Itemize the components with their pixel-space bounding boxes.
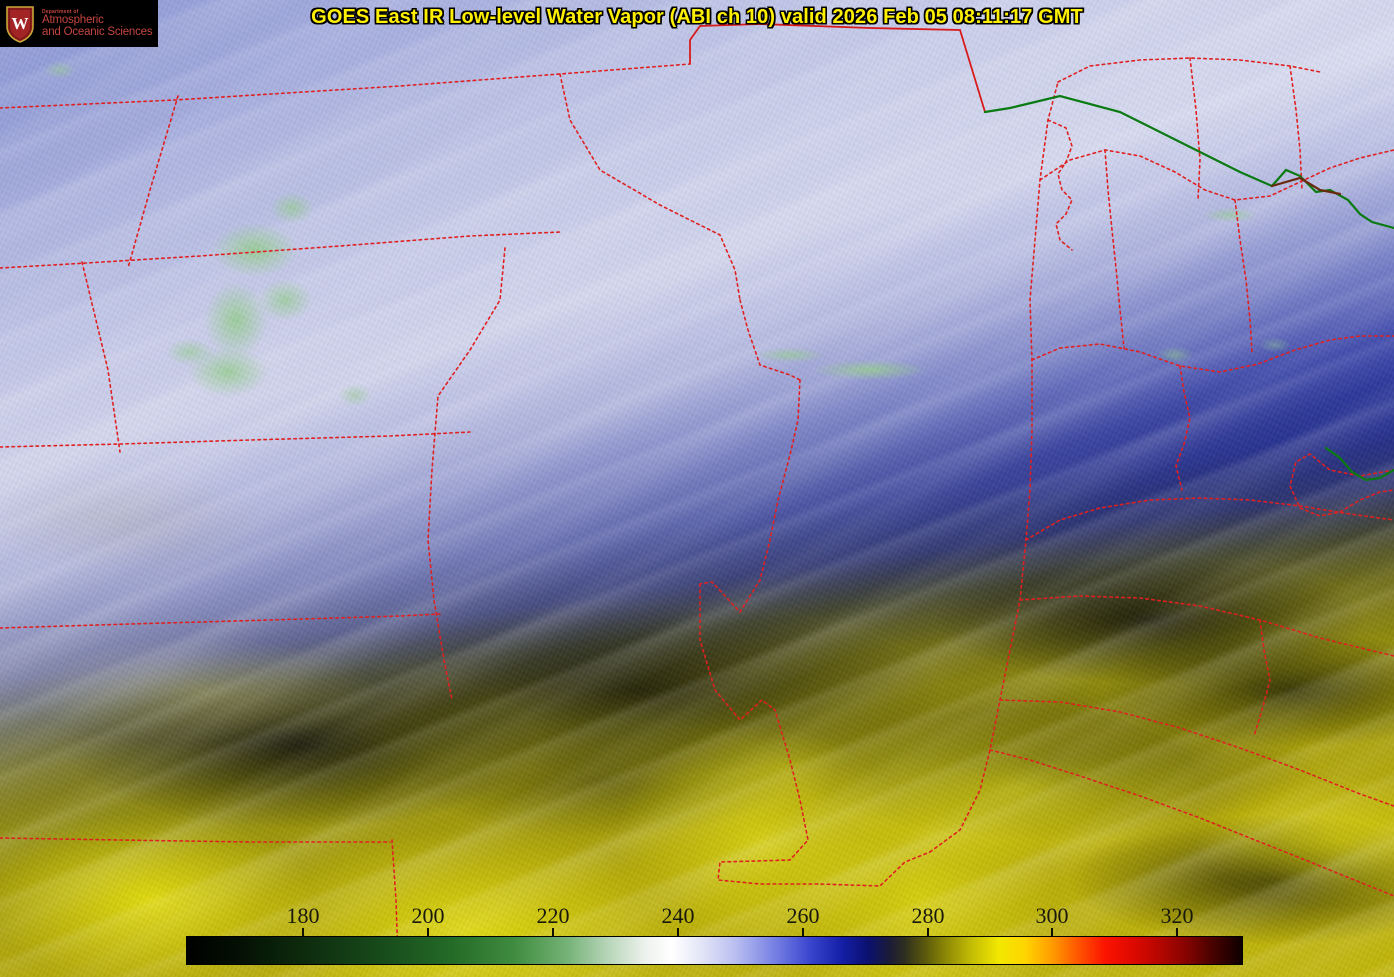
- logo-line-2: and Oceanic Sciences: [42, 26, 153, 39]
- logo-dept-line: Department of: [42, 9, 79, 16]
- logo-text-block: Department of Atmospheric and Oceanic Sc…: [42, 8, 153, 39]
- logo-line-1: Atmospheric: [42, 14, 104, 27]
- svg-text:W: W: [12, 14, 29, 33]
- international-border: [983, 94, 1394, 482]
- uw-crest-icon: W: [3, 4, 37, 44]
- state-borders: [0, 23, 1394, 961]
- uw-aos-logo: W Department of Atmospheric and Oceanic …: [0, 0, 158, 47]
